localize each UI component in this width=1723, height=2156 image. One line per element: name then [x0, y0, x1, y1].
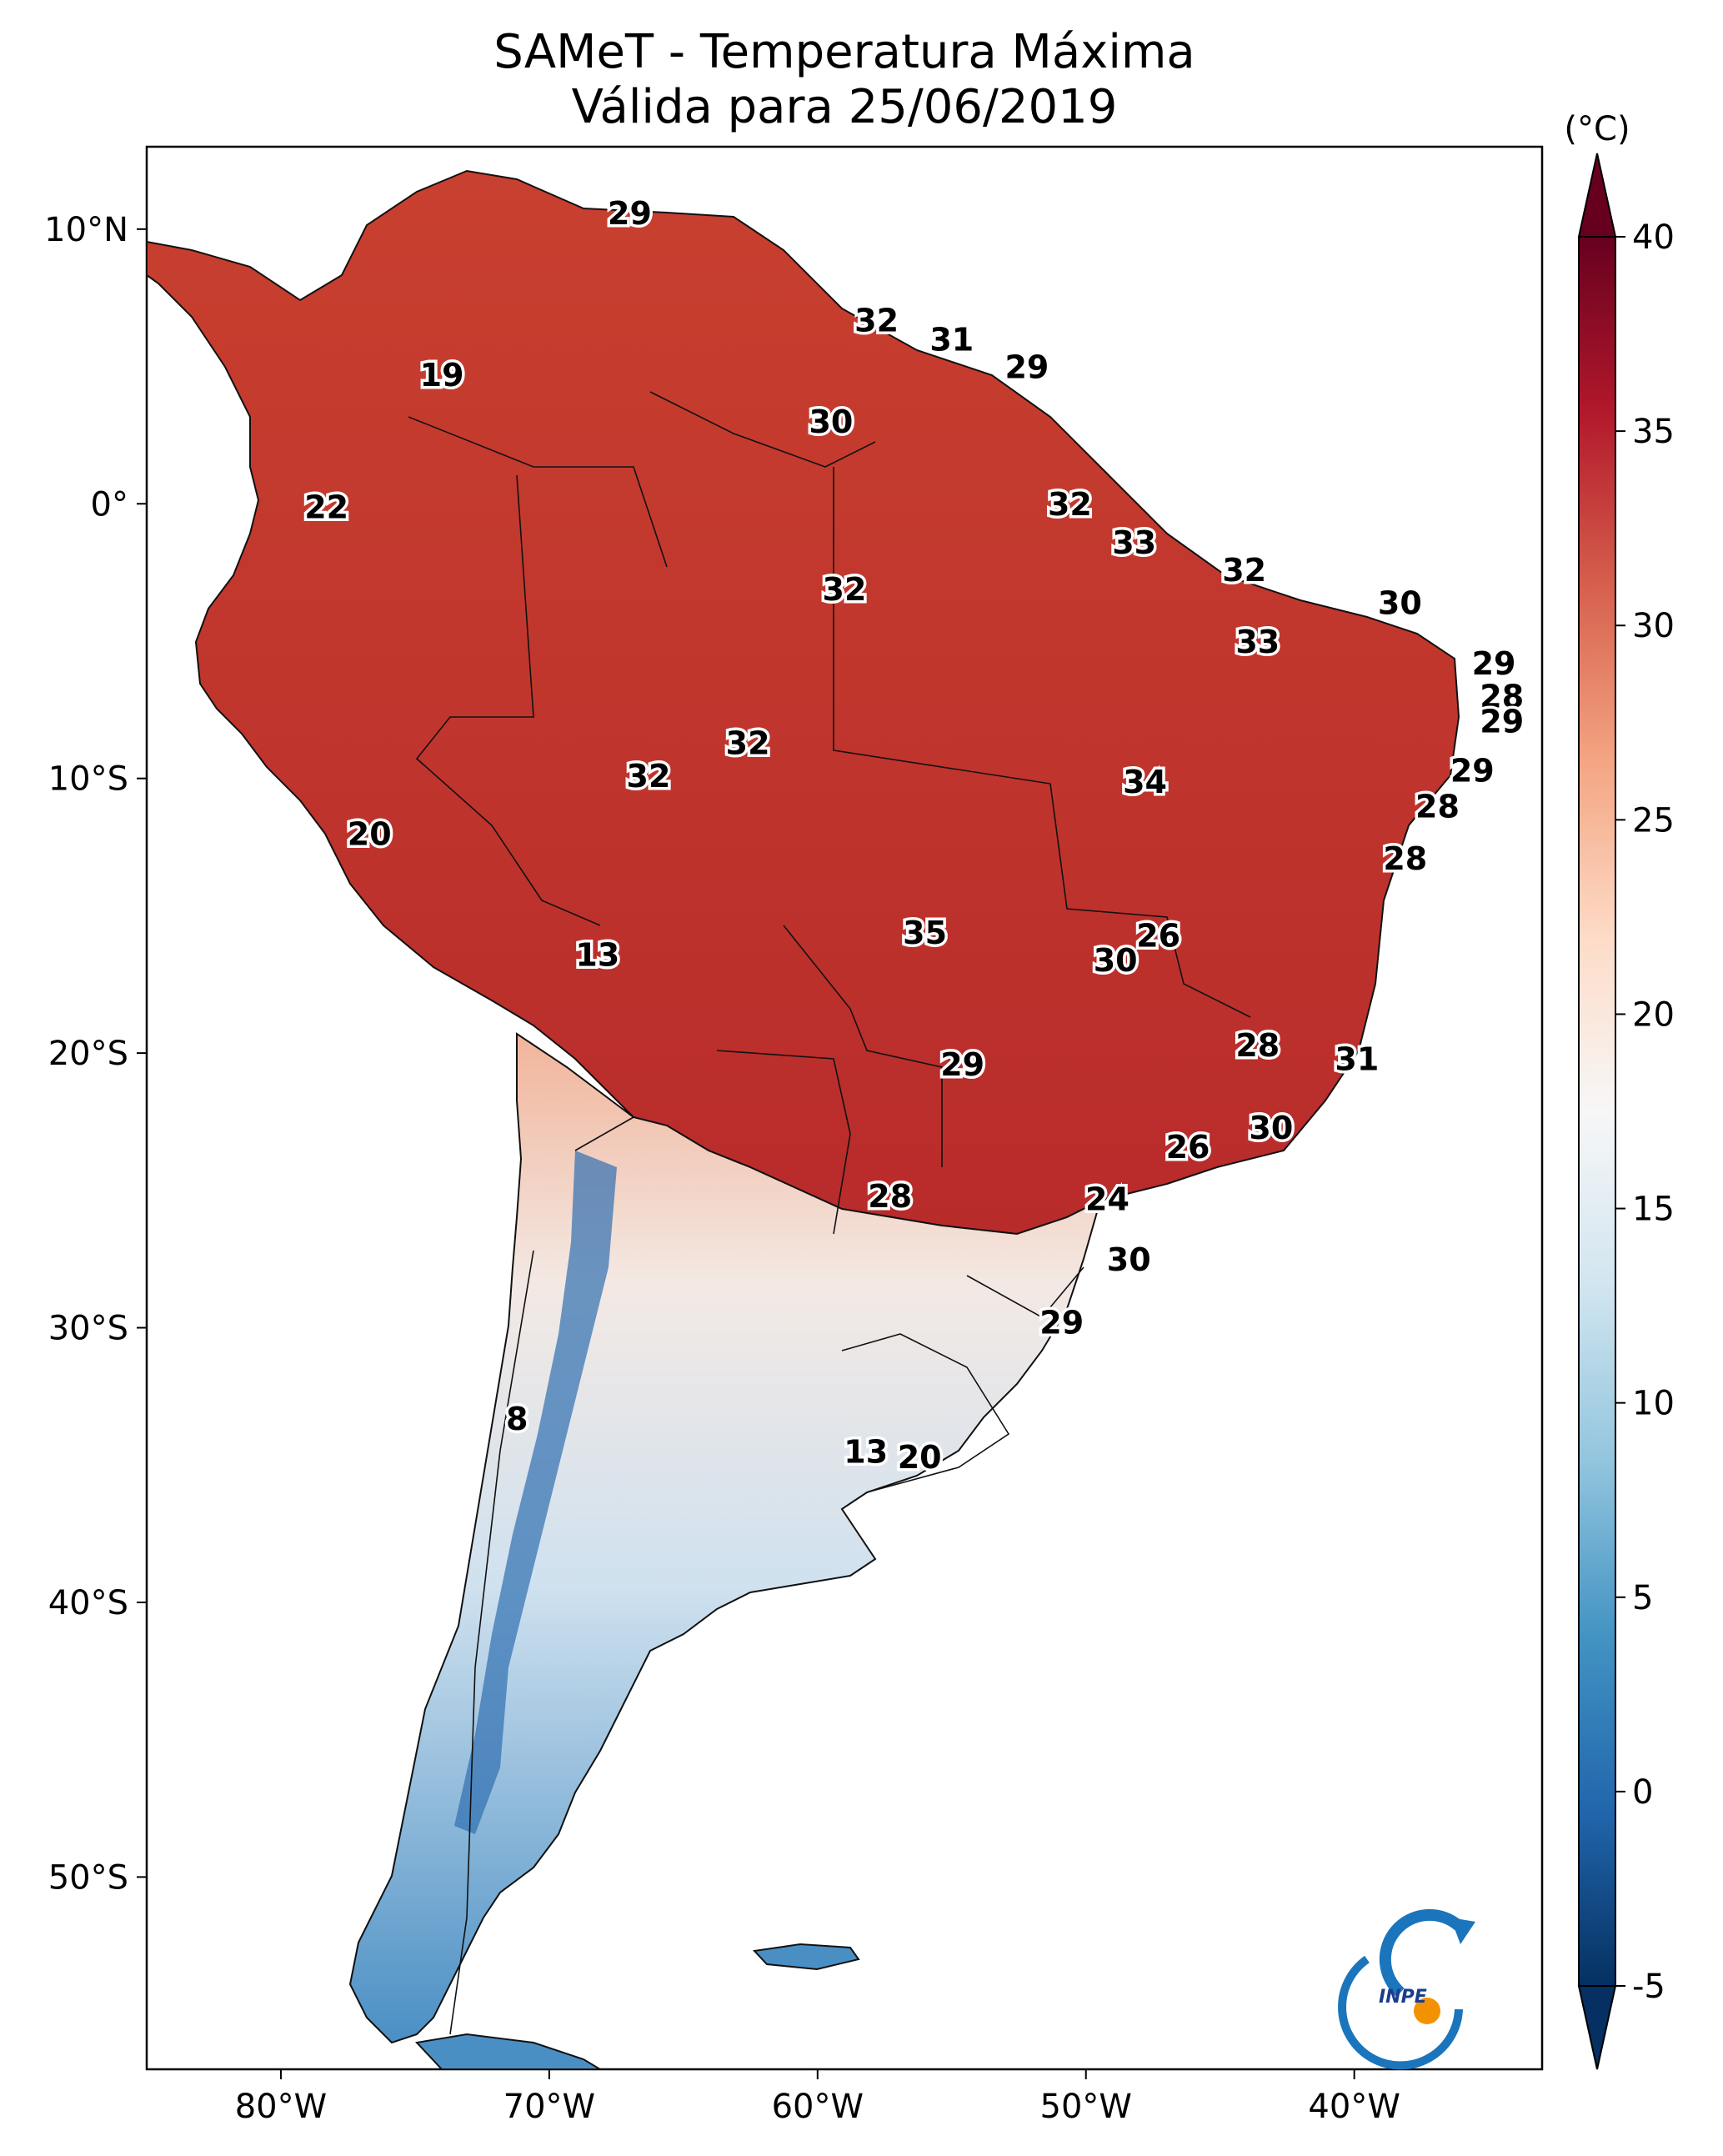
logo-sun-icon [1414, 1998, 1440, 2024]
colorbar-tick-label: 10 [1632, 1385, 1675, 1423]
y-tick-label: 40°S [48, 1584, 128, 1622]
temperature-label: 29 [608, 195, 652, 232]
colorbar-tick-label: 35 [1632, 413, 1675, 451]
x-tick-label: 60°W [772, 2088, 864, 2126]
temperature-label: 30 [809, 404, 853, 440]
temperature-label: 28 [1480, 679, 1524, 715]
temperature-label: 32 [726, 725, 770, 762]
temperature-label: 29 [1480, 703, 1524, 740]
temperature-label: 28 [1235, 1027, 1280, 1064]
temperature-label: 29 [1450, 753, 1495, 790]
colorbar-top-extension [1577, 153, 1617, 238]
colorbar-tick-label: 40 [1632, 218, 1675, 257]
colorbar-bar [1578, 236, 1616, 1987]
temperature-label: 13 [844, 1434, 888, 1471]
temperature-label: 24 [1085, 1181, 1129, 1218]
temperature-label: 29 [1039, 1305, 1084, 1341]
temperature-label: 33 [1235, 624, 1280, 660]
logo-arrow-icon [1450, 1918, 1475, 1944]
temperature-label: 26 [1166, 1129, 1210, 1166]
temperature-label: 29 [940, 1046, 984, 1083]
northern-land [146, 169, 1460, 1236]
y-tick-label: 30°S [48, 1310, 128, 1348]
colorbar-tick-label: -5 [1632, 1968, 1665, 2006]
colorbar-ticks: 40 35 30 25 20 15 10 5 0 -5 [1615, 218, 1675, 2006]
tierra-del-fuego [414, 2033, 604, 2070]
temperature-label: 8 [506, 1401, 528, 1437]
temperature-label: 28 [868, 1178, 912, 1215]
colorbar-tick-label: 20 [1632, 995, 1675, 1034]
x-tick-label: 50°W [1040, 2088, 1132, 2126]
temperature-label: 13 [575, 936, 619, 973]
temperature-label: 33 [1112, 524, 1156, 561]
temperature-label: 31 [1335, 1040, 1379, 1077]
colorbar-tick-label: 0 [1632, 1773, 1653, 1812]
temperature-label: 30 [1378, 585, 1422, 622]
temperature-label: 29 [1472, 645, 1516, 682]
y-tick-label: 10°S [48, 760, 128, 799]
x-axis-ticks: 80°W 70°W 60°W 50°W 40°W [235, 2069, 1400, 2126]
y-tick-label: 50°S [48, 1858, 128, 1897]
y-tick-label: 20°S [48, 1035, 128, 1073]
colorbar-tick-label: 30 [1632, 607, 1675, 645]
land-layer [146, 169, 1460, 2070]
x-tick-label: 40°W [1308, 2088, 1400, 2126]
logo-swoosh [1379, 1908, 1463, 1998]
y-tick-label: 10°N [44, 211, 128, 249]
temperature-label: 28 [1383, 840, 1427, 877]
map-subtitle: Válida para 25/06/2019 [571, 80, 1118, 134]
colorbar-unit-label: (°C) [1564, 110, 1630, 148]
temperature-label: 35 [903, 915, 947, 951]
logo-orbit-outer [1338, 1955, 1463, 2070]
temperature-label: 28 [1415, 788, 1460, 825]
x-tick-label: 80°W [235, 2088, 327, 2126]
temperature-label: 22 [304, 489, 348, 525]
inpe-logo: INPE [1338, 1908, 1475, 2070]
temperature-label: 34 [1123, 764, 1167, 800]
colorbar: (°C) 40 35 30 25 20 15 10 5 0 -5 [1564, 110, 1675, 2070]
falkland-islands [752, 1943, 860, 1971]
colorbar-tick-label: 15 [1632, 1191, 1675, 1229]
temperature-label: 32 [823, 571, 867, 608]
southern-land [348, 1032, 1102, 2044]
colorbar-tick-label: 25 [1632, 801, 1675, 840]
temperature-label: 32 [627, 758, 671, 795]
temperature-label: 32 [1222, 552, 1266, 589]
temperature-label: 30 [1094, 942, 1138, 979]
temperature-label: 32 [854, 302, 899, 338]
country-borders [408, 391, 1251, 2035]
colorbar-bottom-extension [1577, 1985, 1617, 2070]
logo-text: INPE [1379, 1987, 1427, 2008]
y-axis-ticks: 10°N 0° 10°S 20°S 30°S 40°S 50°S [44, 211, 147, 1897]
y-tick-label: 0° [91, 485, 128, 524]
andes-cold-band [454, 1151, 617, 1834]
temperature-label: 19 [420, 357, 464, 394]
map-title: SAMeT - Temperatura Máxima [493, 25, 1195, 79]
temperature-label: 29 [1004, 348, 1049, 385]
colorbar-tick-label: 5 [1632, 1579, 1653, 1617]
temperature-label: 20 [348, 815, 392, 852]
x-tick-label: 70°W [503, 2088, 595, 2126]
temperature-label: 32 [1048, 486, 1092, 523]
temperature-label: 26 [1136, 917, 1180, 954]
temperature-label: 30 [1249, 1110, 1293, 1146]
temperature-label: 20 [898, 1439, 942, 1476]
temperature-label: 30 [1107, 1241, 1151, 1278]
temperature-label: 31 [929, 321, 974, 358]
